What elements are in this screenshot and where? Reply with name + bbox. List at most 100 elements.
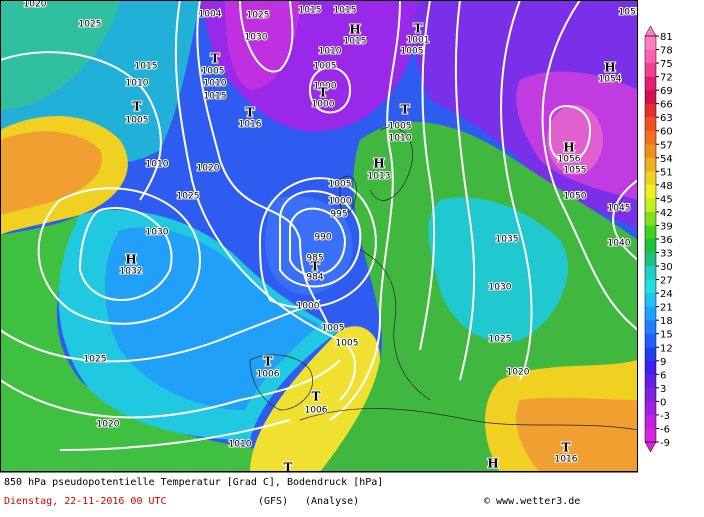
pressure-label: 1001 [407, 36, 430, 46]
pressure-label: 1020 [97, 420, 120, 430]
colorbar-segment [645, 49, 656, 64]
colorbar-bottom-arrow [644, 441, 657, 453]
colorbar-segment [645, 117, 656, 132]
colorbar-segment [645, 293, 656, 308]
pressure-label: 984 [306, 273, 323, 283]
colorbar-segment [645, 252, 656, 267]
colorbar-segment [645, 239, 656, 254]
pressure-label: 1015 [299, 6, 322, 16]
pressure-label: 1010 [204, 79, 227, 89]
pressure-label: 1000 [297, 302, 320, 312]
pressure-label: 1015 [344, 37, 367, 47]
pressure-label: H [604, 61, 615, 75]
pressure-label: 1005 [336, 339, 359, 349]
pressure-label: 1000 [329, 197, 352, 207]
pressure-label: 1055 [619, 8, 642, 18]
colorbar-label: 48 [660, 181, 673, 192]
pressure-label: T [264, 355, 273, 369]
colorbar-label: 15 [660, 330, 673, 341]
colorbar-segment [645, 63, 656, 78]
pressure-label: H [487, 457, 498, 471]
model: (GFS) [258, 496, 288, 507]
colorbar-label: 36 [660, 235, 673, 246]
pressure-label: 1000 [314, 82, 337, 92]
colorbar-segment [645, 333, 656, 348]
pressure-label: 1016 [555, 455, 578, 465]
colorbar-label: 51 [660, 167, 673, 178]
pressure-label: 1030 [146, 228, 169, 238]
pressure-label: T [414, 22, 423, 36]
pressure-label: H [349, 23, 360, 37]
pressure-label: 1056 [558, 155, 581, 165]
pressure-label: 1005 [389, 122, 412, 132]
colorbar-label: 12 [660, 343, 673, 354]
colorbar-segment [645, 387, 656, 402]
coastlines [249, 127, 638, 431]
colorbar-segment [645, 157, 656, 172]
pressure-label: 1025 [489, 335, 512, 345]
colorbar: 8178757269666360575451484542393633302724… [644, 25, 673, 453]
colorbar-label: -3 [660, 411, 670, 422]
pressure-label: 1015 [334, 6, 357, 16]
pressure-label: 1000 [312, 100, 335, 110]
pressure-label: 1005 [401, 47, 424, 57]
pressure-label: 1005 [329, 180, 352, 190]
pressure-label: 1010 [146, 160, 169, 170]
pressure-label: 1005 [314, 62, 337, 72]
colorbar-label: 3 [660, 384, 666, 395]
pressure-label: 1010 [389, 134, 412, 144]
colorbar-segment [645, 36, 656, 51]
pressure-label: 1025 [177, 192, 200, 202]
pressure-label: 1045 [608, 204, 631, 214]
pressure-label: T [401, 103, 410, 117]
pressure-label: 990 [314, 233, 331, 243]
pressure-label: T [133, 100, 142, 114]
pressure-label: 1030 [245, 33, 268, 43]
pressure-label: 1025 [79, 20, 102, 30]
pressure-label: 1013 [368, 172, 391, 182]
colorbar-label: -6 [660, 424, 670, 435]
pressure-label: T [562, 441, 571, 455]
pressure-label: 1004 [199, 10, 222, 20]
colorbar-label: 0 [660, 397, 666, 408]
colorbar-segment [645, 198, 656, 213]
colorbar-label: 57 [660, 140, 673, 151]
pressure-label: T [311, 260, 320, 274]
pressure-label: T [319, 86, 328, 100]
pressure-label: 1030 [489, 283, 512, 293]
pressure-label: 1015 [204, 92, 227, 102]
pressure-label: 995 [330, 210, 347, 220]
isobars [0, 0, 638, 451]
colorbar-segment [645, 90, 656, 105]
pressure-label: 1015 [135, 62, 158, 72]
pressure-label: 1010 [229, 440, 252, 450]
colorbar-top-arrow [644, 25, 657, 37]
colorbar-label: 78 [660, 46, 673, 57]
pressure-label: 1010 [319, 47, 342, 57]
pressure-label: H [373, 157, 384, 171]
colorbar-label: 21 [660, 303, 673, 314]
colorbar-label: 75 [660, 59, 673, 70]
analysis: (Analyse) [305, 496, 359, 507]
colorbar-segment [645, 374, 656, 389]
colorbar-label: -9 [660, 438, 670, 449]
colorbar-label: 42 [660, 208, 673, 219]
colorbar-segment [645, 347, 656, 362]
pressure-label: 1035 [496, 235, 519, 245]
colorbar-label: 6 [660, 370, 666, 381]
colorbar-label: 69 [660, 86, 673, 97]
colorbar-label: 66 [660, 100, 673, 111]
pressure-label: 1055 [564, 166, 587, 176]
colorbar-segment [645, 103, 656, 118]
colorbar-label: 30 [660, 262, 673, 273]
pressure-label: T [211, 52, 220, 66]
pressure-label: T [312, 390, 321, 404]
pressure-label: 1050 [564, 192, 587, 202]
pressure-label: 1006 [257, 370, 280, 380]
colorbar-segment [645, 144, 656, 159]
colorbar-segment [645, 225, 656, 240]
pressure-label: 1005 [322, 324, 345, 334]
pressure-label: 1020 [507, 368, 530, 378]
